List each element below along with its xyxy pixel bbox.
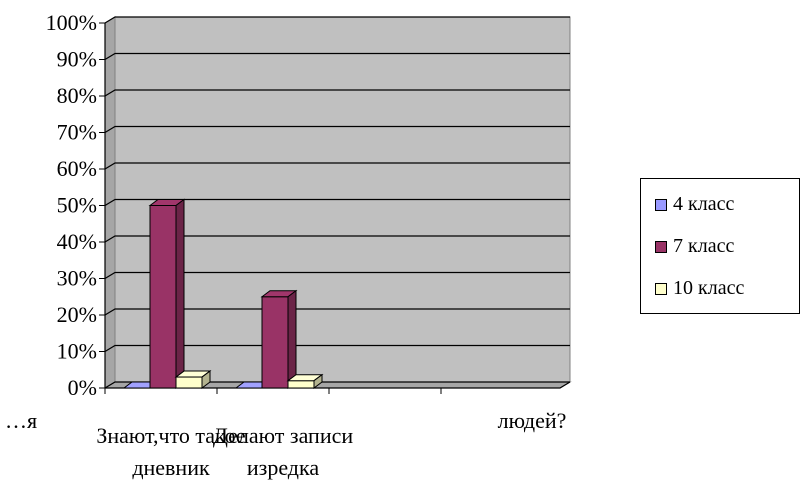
gridlines	[104, 16, 570, 389]
y-tick-label: 80%	[57, 83, 97, 108]
y-tick-label: 100%	[46, 10, 97, 35]
gridline	[104, 125, 570, 134]
y-tick-label: 0%	[68, 375, 97, 400]
bar	[260, 289, 298, 389]
y-tick-label: 10%	[57, 339, 97, 364]
bar-side	[313, 373, 323, 389]
gridline	[104, 381, 570, 389]
y-tick-label: 20%	[57, 302, 97, 327]
legend-item-4-class: 4 класс	[655, 193, 734, 216]
legend-label-4-class: 4 класс	[673, 193, 735, 215]
gridline	[104, 198, 570, 207]
gridline	[104, 235, 570, 243]
y-tick-label: 60%	[57, 156, 97, 181]
bar-front	[149, 205, 177, 389]
bar-side	[175, 198, 185, 389]
gridline	[104, 344, 570, 353]
bar-front	[287, 380, 315, 389]
bar	[174, 370, 212, 389]
gridline	[104, 16, 570, 24]
x-category-label: …я	[5, 408, 37, 433]
bar-side	[201, 370, 211, 389]
legend-label-10-class: 10 класс	[673, 277, 745, 299]
bar-side	[287, 289, 297, 389]
gridline	[104, 162, 570, 170]
gridline	[104, 89, 570, 97]
bar	[286, 373, 324, 389]
bar	[148, 198, 186, 389]
bars	[122, 198, 324, 389]
y-tick-label: 30%	[57, 266, 97, 291]
legend-swatch-10-class	[655, 282, 667, 295]
y-tick-label: 40%	[57, 229, 97, 254]
bar-front	[175, 376, 203, 389]
legend: 4 класс 7 класс 10 класс	[640, 178, 800, 314]
y-axis-tick-labels: 0% 10% 20% 30% 40% 50% 60% 70% 80% 90% 100%	[46, 10, 97, 400]
legend-swatch-7-class	[655, 240, 667, 253]
legend-item-10-class: 10 класс	[655, 277, 744, 300]
y-tick-label: 90%	[57, 47, 97, 72]
x-category-label: Делают записи изредка	[213, 423, 354, 480]
gridline	[104, 271, 570, 280]
legend-label-7-class: 7 класс	[673, 235, 735, 257]
legend-swatch-4-class	[655, 198, 667, 211]
bar-front	[261, 296, 289, 389]
y-tick-label: 50%	[57, 193, 97, 218]
legend-item-7-class: 7 класс	[655, 235, 734, 258]
gridline	[104, 52, 570, 61]
y-tick-label: 70%	[57, 120, 97, 145]
x-category-label: Знают,что такое дневник	[96, 423, 245, 480]
x-category-label: людей?	[498, 408, 567, 433]
gridline	[104, 308, 570, 316]
